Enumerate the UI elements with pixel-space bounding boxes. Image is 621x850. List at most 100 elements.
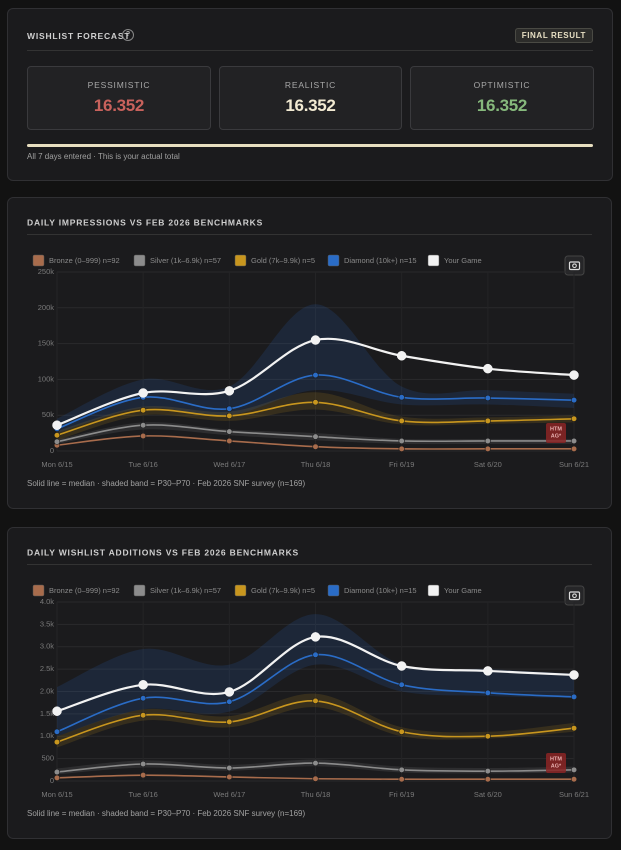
- y-tick-label: 3.5k: [40, 619, 54, 628]
- data-point: [312, 433, 319, 440]
- percentile-band: [57, 693, 574, 748]
- y-tick-label: 4.0k: [40, 597, 54, 606]
- legend-label: Silver (1k–6.9k) n=57: [150, 586, 221, 595]
- legend-swatch: [327, 254, 340, 267]
- data-point: [312, 760, 319, 767]
- legend-swatch: [427, 584, 440, 597]
- y-tick-label: 50k: [42, 410, 54, 419]
- data-point: [398, 445, 405, 452]
- x-tick-label: Mon 6/15: [41, 460, 72, 469]
- y-tick-label: 0: [50, 776, 54, 785]
- data-point: [224, 386, 235, 396]
- data-point: [570, 693, 578, 700]
- data-point: [398, 681, 405, 688]
- legend-label: Diamond (10k+) n=15: [344, 586, 417, 595]
- progress-bar: [27, 144, 593, 147]
- data-point: [312, 443, 319, 450]
- panel-frame: [7, 197, 612, 509]
- data-point: [52, 420, 62, 430]
- data-point: [226, 773, 233, 781]
- legend-label: Your Game: [444, 256, 482, 265]
- data-point: [569, 370, 579, 380]
- data-point: [53, 432, 61, 439]
- data-point: [484, 445, 491, 452]
- data-point: [396, 351, 407, 361]
- data-point: [310, 632, 321, 642]
- data-point: [140, 422, 147, 429]
- data-point: [312, 697, 319, 704]
- data-point: [226, 698, 233, 705]
- data-point: [570, 776, 578, 783]
- x-tick-label: Sat 6/20: [474, 460, 502, 469]
- y-tick-label: 2.5k: [40, 664, 54, 673]
- legend-label: Silver (1k–6.9k) n=57: [150, 256, 221, 265]
- data-point: [484, 437, 491, 445]
- data-point: [484, 394, 491, 402]
- legend-label: Bronze (0–999) n=92: [49, 256, 120, 265]
- forecast-panel: WISHLIST FORECAST ? FINAL RESULT PESSIMI…: [7, 8, 613, 181]
- legend-label: Gold (7k–9.9k) n=5: [251, 256, 315, 265]
- result-badge: FINAL RESULT: [514, 28, 593, 43]
- legend-swatch: [427, 254, 440, 267]
- data-point: [570, 397, 578, 404]
- camera-icon: [568, 591, 581, 601]
- card-value: 16.352: [476, 96, 528, 115]
- impressions-chart: DAILY IMPRESSIONS VS FEB 2026 BENCHMARKS…: [7, 197, 612, 509]
- x-tick-label: Sun 6/21: [559, 460, 589, 469]
- chart-title: DAILY IMPRESSIONS VS FEB 2026 BENCHMARKS: [27, 217, 263, 227]
- data-point: [483, 666, 493, 676]
- card-label: REALISTIC: [284, 80, 337, 90]
- legend-swatch: [133, 584, 146, 597]
- data-point: [570, 766, 578, 773]
- card-label: PESSIMISTIC: [87, 80, 151, 90]
- data-point: [484, 689, 491, 696]
- forecast-card: OPTIMISTIC 16.352: [410, 66, 594, 130]
- data-point: [53, 768, 61, 776]
- divider: [27, 50, 593, 51]
- card-value: 16.352: [285, 96, 336, 115]
- data-point: [226, 412, 233, 420]
- export-button[interactable]: [564, 585, 585, 606]
- legend-swatch: [234, 584, 247, 597]
- panel-frame: [7, 527, 612, 839]
- data-point: [396, 661, 407, 671]
- data-point: [140, 407, 147, 414]
- data-point: [226, 405, 233, 412]
- x-tick-label: Sun 6/21: [559, 790, 589, 799]
- data-point: [312, 372, 319, 379]
- y-tick-label: 500: [41, 754, 54, 763]
- legend-label: Diamond (10k+) n=15: [344, 256, 417, 265]
- forecast-card: PESSIMISTIC 16.352: [27, 66, 211, 130]
- data-point: [484, 768, 491, 775]
- y-tick-label: 3.0k: [40, 642, 54, 651]
- data-point: [398, 776, 405, 783]
- data-point: [398, 766, 405, 773]
- y-tick-label: 250k: [38, 267, 55, 276]
- camera-lens: [572, 263, 577, 269]
- data-point: [226, 428, 233, 435]
- watermark-text: AG*: [551, 763, 562, 769]
- x-tick-label: Tue 6/16: [129, 460, 158, 469]
- data-point: [53, 774, 61, 781]
- card-label: OPTIMISTIC: [473, 80, 531, 90]
- data-point: [140, 695, 147, 702]
- legend-swatch: [133, 254, 146, 267]
- wishlist-chart: DAILY WISHLIST ADDITIONS VS FEB 2026 BEN…: [7, 527, 612, 839]
- x-tick-label: Mon 6/15: [41, 790, 72, 799]
- export-button[interactable]: [564, 255, 585, 276]
- data-point: [570, 445, 578, 452]
- data-point: [569, 670, 579, 680]
- data-point: [53, 438, 61, 445]
- legend-swatch: [32, 254, 45, 267]
- x-tick-label: Thu 6/18: [301, 460, 331, 469]
- data-point: [398, 437, 405, 445]
- data-point: [140, 760, 147, 768]
- help-icon[interactable]: ?: [122, 29, 134, 41]
- x-tick-label: Thu 6/18: [301, 790, 331, 799]
- y-tick-label: 1.5k: [40, 709, 54, 718]
- percentile-band: [57, 304, 574, 434]
- camera-icon: [568, 261, 581, 271]
- data-point: [226, 437, 233, 445]
- forecast-title: WISHLIST FORECAST: [27, 31, 131, 41]
